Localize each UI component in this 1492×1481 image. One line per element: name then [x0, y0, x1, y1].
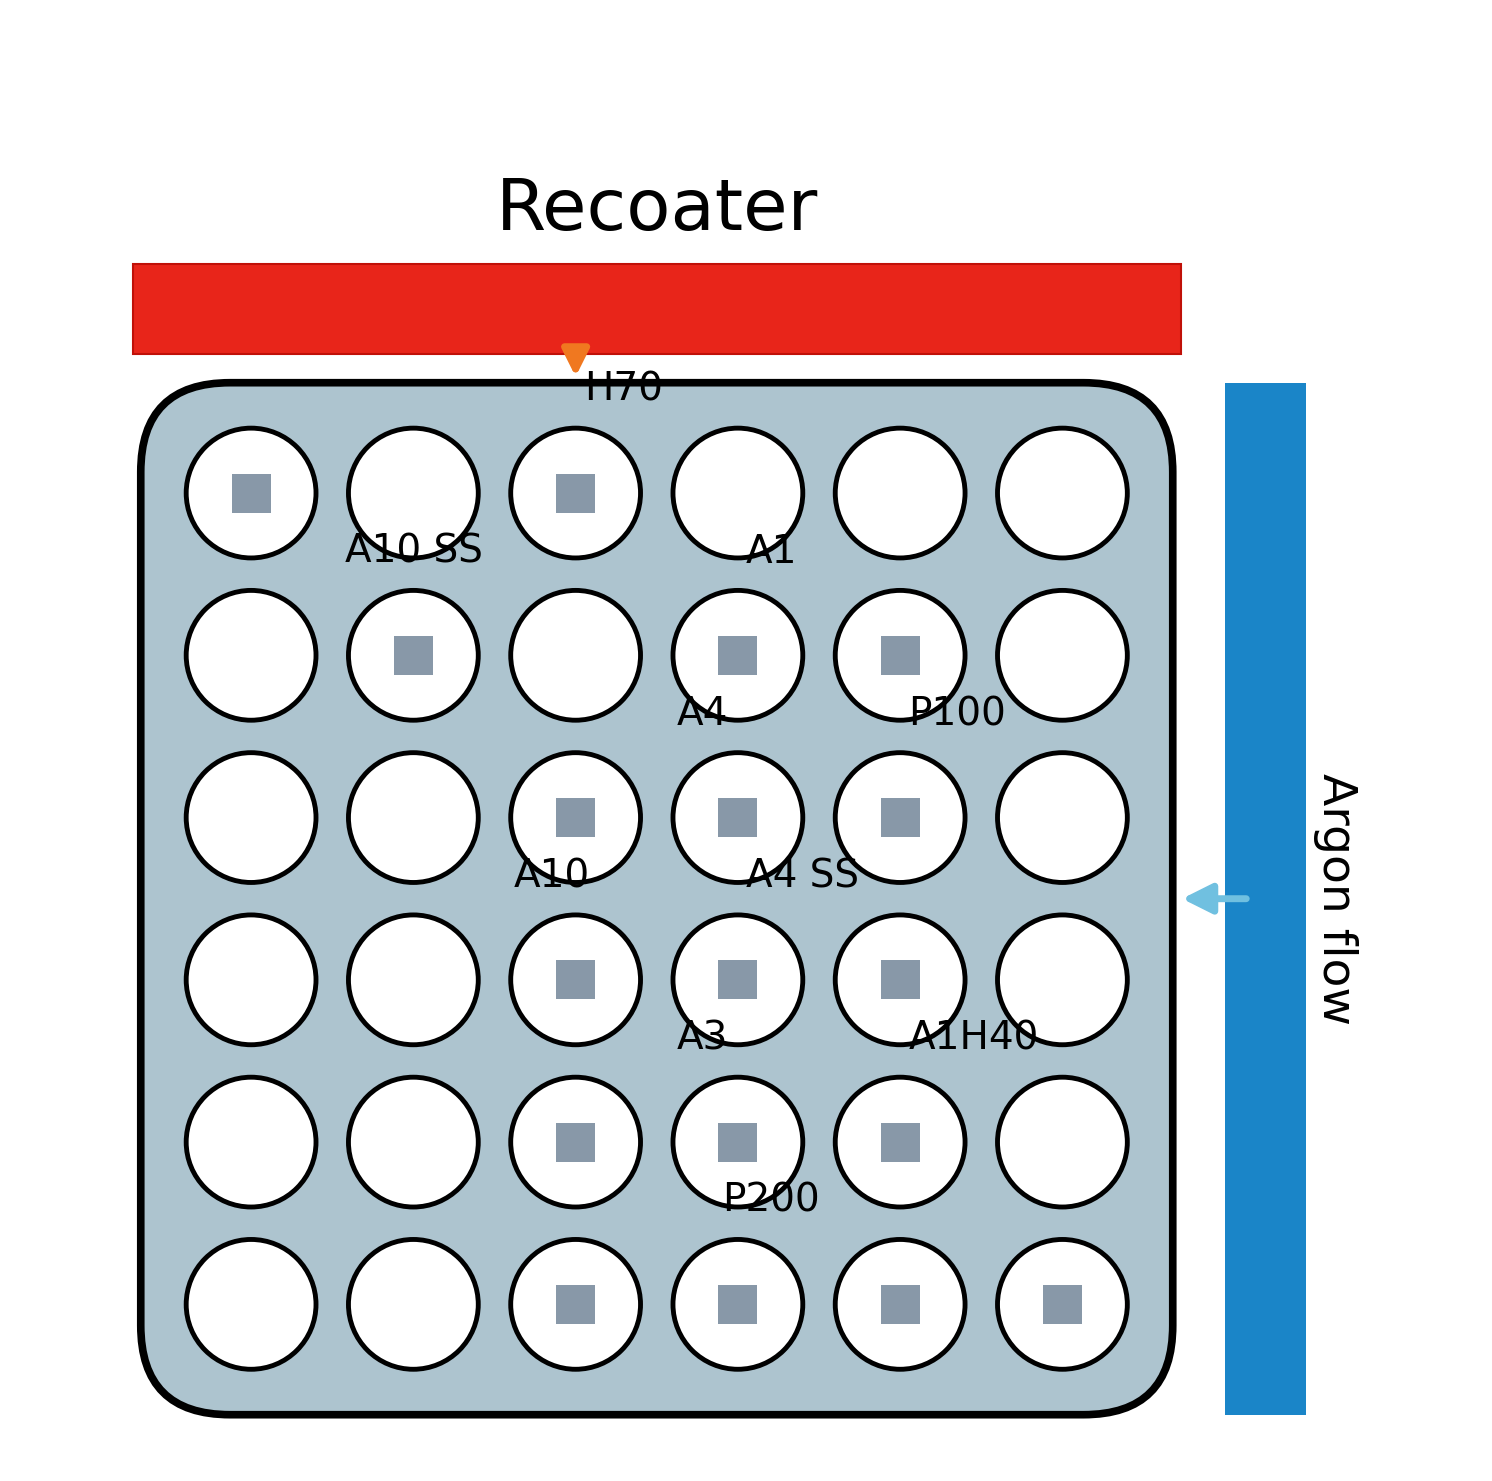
Circle shape	[836, 752, 965, 883]
Bar	[880, 798, 919, 837]
Text: A10 SS: A10 SS	[345, 533, 483, 572]
Circle shape	[998, 428, 1128, 558]
Bar	[719, 798, 758, 837]
Bar	[557, 1123, 595, 1161]
Circle shape	[510, 1077, 640, 1207]
Bar	[133, 264, 1180, 354]
Bar	[880, 1123, 919, 1161]
Circle shape	[836, 1077, 965, 1207]
Bar	[557, 960, 595, 1000]
Text: P100: P100	[909, 695, 1006, 733]
Circle shape	[349, 591, 479, 720]
Circle shape	[998, 1240, 1128, 1370]
Text: A4: A4	[676, 695, 728, 733]
Bar	[719, 635, 758, 675]
Bar	[719, 1286, 758, 1324]
Circle shape	[836, 1240, 965, 1370]
Circle shape	[510, 591, 640, 720]
Circle shape	[998, 752, 1128, 883]
Circle shape	[186, 591, 316, 720]
Circle shape	[349, 1240, 479, 1370]
Circle shape	[510, 1240, 640, 1370]
Bar	[557, 474, 595, 512]
Bar	[557, 1286, 595, 1324]
Circle shape	[998, 915, 1128, 1044]
Circle shape	[186, 1077, 316, 1207]
Circle shape	[673, 915, 803, 1044]
Bar	[880, 635, 919, 675]
Circle shape	[673, 428, 803, 558]
Bar	[231, 474, 270, 512]
Text: A3: A3	[676, 1020, 728, 1057]
Circle shape	[673, 1240, 803, 1370]
Circle shape	[349, 752, 479, 883]
Circle shape	[673, 591, 803, 720]
Circle shape	[998, 1077, 1128, 1207]
Text: Recoater: Recoater	[495, 176, 818, 244]
Bar	[719, 1123, 758, 1161]
Text: A1: A1	[746, 533, 798, 572]
Circle shape	[673, 1077, 803, 1207]
Text: A4 SS: A4 SS	[746, 857, 859, 896]
Text: Argon flow: Argon flow	[1313, 773, 1358, 1025]
Circle shape	[349, 915, 479, 1044]
Text: A10: A10	[513, 857, 591, 896]
Bar	[880, 960, 919, 1000]
Bar	[557, 798, 595, 837]
FancyBboxPatch shape	[140, 382, 1173, 1414]
Circle shape	[673, 752, 803, 883]
Bar	[1225, 382, 1306, 1414]
Circle shape	[510, 428, 640, 558]
Circle shape	[186, 1240, 316, 1370]
Bar	[1043, 1286, 1082, 1324]
Bar	[719, 960, 758, 1000]
Circle shape	[349, 428, 479, 558]
Circle shape	[836, 915, 965, 1044]
Circle shape	[186, 915, 316, 1044]
Bar	[880, 1286, 919, 1324]
Circle shape	[836, 428, 965, 558]
Text: A1H40: A1H40	[909, 1020, 1038, 1057]
Text: P200: P200	[722, 1182, 819, 1220]
Circle shape	[510, 752, 640, 883]
Circle shape	[186, 752, 316, 883]
Circle shape	[349, 1077, 479, 1207]
Bar	[394, 635, 433, 675]
Circle shape	[998, 591, 1128, 720]
Circle shape	[510, 915, 640, 1044]
Text: H70: H70	[583, 370, 662, 409]
Circle shape	[836, 591, 965, 720]
Circle shape	[186, 428, 316, 558]
